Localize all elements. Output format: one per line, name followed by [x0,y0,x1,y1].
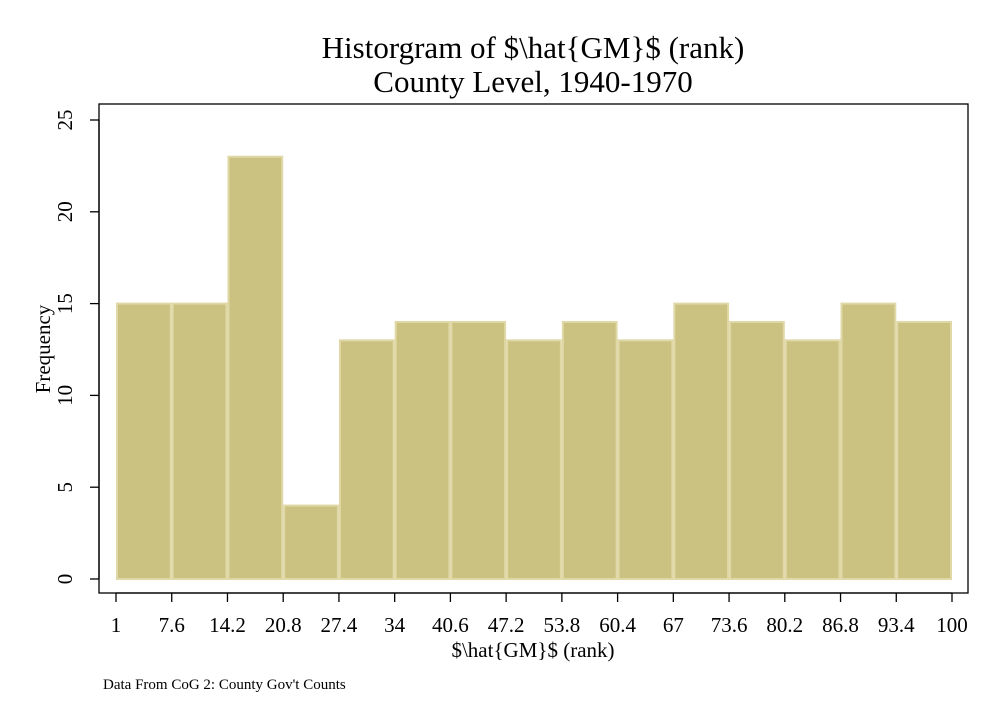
histogram-bar [673,302,730,580]
x-tick-label: 1 [111,613,122,637]
x-tick-label: 80.2 [766,613,803,637]
chart-subtitle: County Level, 1940-1970 [373,64,692,99]
x-axis: 1 7.6 14.2 20.8 27.4 34 40.6 47.2 53.8 60.4 67 73.6… [111,592,968,637]
y-tick-label: 5 [53,482,77,493]
x-tick-label: 7.6 [159,613,185,637]
x-tick-label: 73.6 [711,613,748,637]
histogram-bar [394,320,451,580]
bars-group [116,155,952,580]
y-tick-label: 10 [53,385,77,406]
x-tick-label: 14.2 [209,613,246,637]
histogram-bar [506,339,562,580]
x-tick-label: 40.6 [432,613,469,637]
histogram-bar [840,302,897,580]
histogram-bar [171,302,228,580]
x-tick-label: 67 [663,613,684,637]
x-tick-label: 53.8 [543,613,580,637]
histogram-bar [784,339,841,580]
histogram-bar [116,302,172,580]
y-axis: 0 5 10 15 20 25 [53,110,100,585]
y-tick-label: 25 [53,110,77,131]
x-tick-label: 86.8 [822,613,859,637]
histogram-bar [729,320,785,580]
histogram-bar [896,320,952,580]
x-tick-label: 47.2 [488,613,525,637]
chart-title: Historgram of $\hat{GM}$ (rank) [322,30,745,65]
histogram-bar [617,339,674,580]
histogram-bar [561,320,618,580]
histogram-bar [450,320,507,580]
histogram-bar [227,155,284,580]
y-axis-label: Frequency [31,304,55,393]
y-tick-label: 20 [53,201,77,222]
x-axis-label: $\hat{GM}$ (rank) [451,638,614,662]
x-tick-label: 100 [936,613,968,637]
y-tick-label: 15 [53,293,77,314]
x-tick-label: 34 [384,613,406,637]
y-tick-label: 0 [53,574,77,585]
x-tick-label: 93.4 [878,613,915,637]
x-tick-label: 60.4 [599,613,636,637]
x-tick-label: 20.8 [265,613,302,637]
x-tick-label: 27.4 [321,613,358,637]
histogram-bar [338,339,395,580]
source-note: Data From CoG 2: County Gov't Counts [103,677,346,693]
histogram-bar [283,504,339,580]
